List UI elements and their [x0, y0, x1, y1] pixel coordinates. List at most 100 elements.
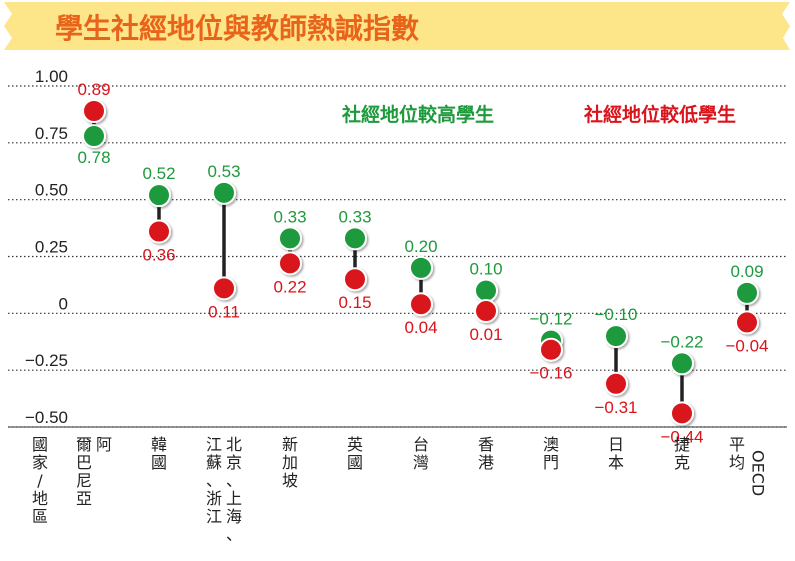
title-banner: 學生社經地位與教師熱誠指數 [4, 2, 790, 50]
category-label-char: 新 [282, 435, 298, 454]
chart-title: 學生社經地位與教師熱誠指數 [55, 12, 419, 45]
y-axis-tick-labels: 1.00 0.75 0.50 0.25 0 −0.25 −0.50 [25, 67, 68, 427]
category-label-char: 門 [543, 453, 559, 472]
low-ses-value-label: −0.16 [529, 364, 572, 383]
category-label: 新加坡 [282, 435, 298, 490]
high-ses-point [474, 278, 498, 303]
y-tick-label: 0 [59, 294, 68, 313]
category-label: 香港 [478, 435, 494, 472]
high-ses-point [212, 180, 236, 205]
category-label-char: 浙 [206, 489, 222, 508]
category-label: OECD [749, 450, 768, 496]
category-label: 江蘇、浙江 [206, 435, 222, 526]
category-label-char: 海 [226, 507, 242, 526]
high-ses-point [409, 255, 433, 280]
category-label-char: 爾 [76, 435, 92, 454]
category-label-char: / [37, 471, 43, 490]
low-ses-value-label: 0.15 [338, 293, 371, 312]
category-label-char: 澳 [543, 435, 559, 454]
high-ses-value-label: 0.53 [207, 162, 240, 181]
high-ses-value-label: 0.52 [142, 164, 175, 183]
category-label-char: 平 [729, 435, 745, 454]
low-ses-value-label: 0.04 [404, 318, 437, 337]
category-label-char: 京 [226, 453, 242, 472]
category-label-char: 家 [32, 453, 48, 472]
high-ses-value-label: 0.33 [273, 207, 306, 226]
low-ses-point [474, 299, 498, 324]
high-ses-value-label: 0.33 [338, 207, 371, 226]
low-ses-point [343, 267, 367, 292]
category-label-char: 港 [478, 453, 494, 472]
low-ses-point [82, 99, 106, 124]
legend-low-ses: 社經地位較低學生 [583, 103, 736, 126]
category-label-char: 英 [347, 435, 363, 454]
low-ses-point [670, 401, 694, 426]
category-label-char: 國 [347, 453, 363, 472]
category-label: 澳門 [543, 435, 559, 472]
low-ses-point [604, 371, 628, 396]
category-label-char: 國 [151, 453, 167, 472]
low-ses-value-label: −0.31 [594, 398, 637, 417]
low-ses-value-label: 0.01 [469, 325, 502, 344]
category-label: 台灣 [413, 435, 429, 472]
category-label-char: 地 [32, 489, 48, 508]
title-banner-shape [4, 2, 790, 50]
category-label-char: 阿 [96, 435, 112, 454]
category-label-char: 尼 [76, 471, 92, 490]
low-ses-point [147, 219, 171, 244]
category-label-char: 均 [729, 453, 745, 472]
category-label-char: 、 [226, 471, 242, 490]
low-ses-value-label: 0.89 [77, 80, 110, 99]
high-ses-value-label: 0.78 [77, 148, 110, 167]
high-ses-point [604, 324, 628, 349]
category-label-char: 北 [226, 435, 242, 454]
high-ses-point [147, 183, 171, 208]
category-label-char: 江 [206, 507, 222, 526]
high-ses-point [735, 280, 759, 305]
category-label-char: 亞 [76, 489, 92, 508]
high-ses-value-label: −0.22 [660, 332, 703, 351]
high-ses-point [670, 351, 694, 376]
category-label-char: 香 [478, 435, 494, 454]
category-label-char: 日 [608, 435, 624, 454]
category-label: 英國 [347, 435, 363, 472]
low-ses-value-label: 0.22 [273, 277, 306, 296]
category-label-char: 灣 [413, 453, 429, 472]
y-tick-label: 0.75 [35, 124, 68, 143]
low-ses-value-label: 0.36 [142, 245, 175, 264]
low-ses-point [539, 337, 563, 362]
category-label-char: 上 [226, 489, 242, 508]
legend-high-ses: 社經地位較高學生 [341, 103, 494, 126]
high-ses-value-label: −0.12 [529, 310, 572, 329]
high-ses-value-label: 0.20 [404, 237, 437, 256]
category-label-char: 捷 [674, 435, 690, 454]
gridlines [8, 85, 787, 428]
low-ses-point [735, 310, 759, 335]
category-label-char: 區 [32, 507, 48, 526]
low-ses-value-label: 0.11 [208, 302, 240, 321]
high-ses-point [343, 226, 367, 251]
category-label-char: 巴 [76, 453, 92, 472]
y-tick-label: −0.25 [25, 351, 68, 370]
category-label-char: 坡 [282, 471, 298, 490]
category-axis-header: 國家/地區 [32, 435, 48, 526]
low-ses-value-label: −0.04 [725, 336, 768, 355]
legend: 社經地位較高學生 社經地位較低學生 [341, 103, 736, 126]
y-tick-label: 1.00 [35, 67, 68, 86]
high-ses-value-label: 0.09 [730, 262, 763, 281]
category-label-char: 江 [206, 435, 222, 454]
category-label-char: 、 [226, 525, 242, 544]
category-label-char: 國 [32, 435, 48, 454]
data-points: 0.78 0.89 0.52 0.36 0.53 0.11 0.33 0.22 0.33 0.15… [77, 80, 768, 446]
low-ses-value-label: −0.44 [660, 427, 703, 446]
high-ses-point [278, 226, 302, 251]
category-label: 韓國 [151, 435, 167, 472]
category-label-char: 克 [674, 453, 690, 472]
category-label-char: 蘇 [206, 453, 222, 472]
category-label: 日本 [608, 435, 624, 472]
category-label: 平均 [729, 435, 745, 472]
high-ses-value-label: 0.10 [469, 260, 502, 279]
